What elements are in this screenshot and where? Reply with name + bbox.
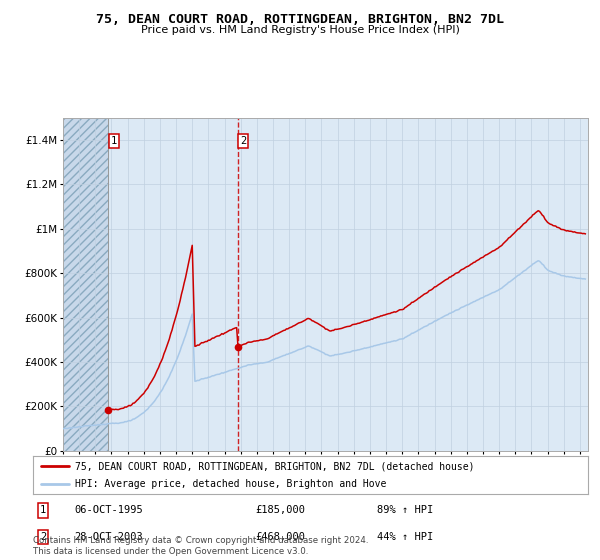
Text: 89% ↑ HPI: 89% ↑ HPI	[377, 506, 433, 515]
Text: 06-OCT-1995: 06-OCT-1995	[74, 506, 143, 515]
Text: 75, DEAN COURT ROAD, ROTTINGDEAN, BRIGHTON, BN2 7DL: 75, DEAN COURT ROAD, ROTTINGDEAN, BRIGHT…	[96, 13, 504, 26]
Text: 1: 1	[110, 136, 117, 146]
Text: 75, DEAN COURT ROAD, ROTTINGDEAN, BRIGHTON, BN2 7DL (detached house): 75, DEAN COURT ROAD, ROTTINGDEAN, BRIGHT…	[74, 461, 474, 471]
Text: £468,000: £468,000	[255, 532, 305, 542]
Text: 28-OCT-2003: 28-OCT-2003	[74, 532, 143, 542]
Text: Contains HM Land Registry data © Crown copyright and database right 2024.
This d: Contains HM Land Registry data © Crown c…	[33, 536, 368, 556]
Text: Price paid vs. HM Land Registry's House Price Index (HPI): Price paid vs. HM Land Registry's House …	[140, 25, 460, 35]
Text: HPI: Average price, detached house, Brighton and Hove: HPI: Average price, detached house, Brig…	[74, 479, 386, 489]
Text: £185,000: £185,000	[255, 506, 305, 515]
Text: 1: 1	[40, 506, 46, 515]
Text: 2: 2	[40, 532, 46, 542]
Text: 2: 2	[241, 136, 247, 146]
Bar	[63, 118, 108, 451]
Text: 44% ↑ HPI: 44% ↑ HPI	[377, 532, 433, 542]
